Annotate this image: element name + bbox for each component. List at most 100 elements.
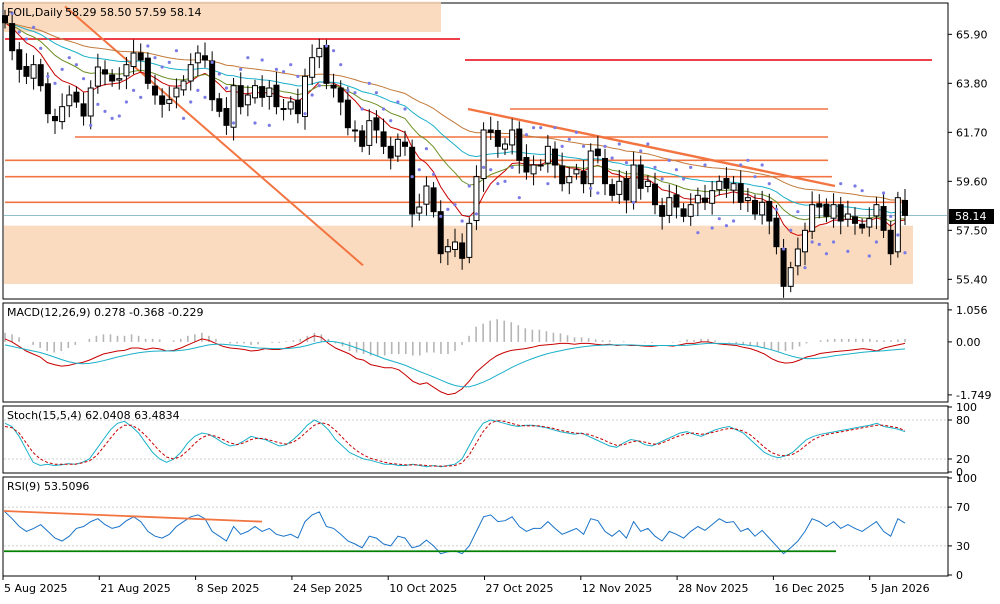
psar-dot xyxy=(903,251,907,255)
candle xyxy=(166,99,173,104)
candle xyxy=(730,183,737,191)
y-tick-label: 61.70 xyxy=(956,126,988,139)
psar-dot xyxy=(360,107,364,111)
candle xyxy=(480,129,487,180)
psar-dot xyxy=(74,63,79,67)
psar-dot xyxy=(339,63,343,67)
psar-dot xyxy=(374,91,379,95)
psar-dot xyxy=(89,123,93,127)
candle xyxy=(530,164,537,175)
candle xyxy=(237,85,244,108)
psar-dot xyxy=(417,168,421,172)
psar-dot xyxy=(481,165,486,169)
psar-dot xyxy=(817,242,821,246)
candle xyxy=(302,75,308,117)
stoch-line xyxy=(4,419,906,468)
rsi-panel-frame xyxy=(2,476,949,577)
psar-dot xyxy=(367,81,371,85)
psar-dot xyxy=(846,249,850,253)
candle xyxy=(509,129,516,146)
psar-dot xyxy=(381,107,386,111)
candle xyxy=(516,128,523,161)
psar-dot xyxy=(539,126,543,130)
candle xyxy=(102,69,108,75)
psar-dot xyxy=(46,74,50,78)
candle xyxy=(416,206,423,214)
psar-dot xyxy=(296,74,300,78)
candle xyxy=(352,129,358,132)
x-tick-label: 12 Nov 2025 xyxy=(582,582,652,595)
candle xyxy=(402,141,408,147)
psar-dot xyxy=(10,11,14,15)
macd-line xyxy=(4,340,906,388)
y-tick-label: 59.60 xyxy=(956,175,988,188)
psar-dot xyxy=(710,226,714,230)
candle xyxy=(880,206,887,231)
psar-dot xyxy=(153,56,157,60)
psar-dot xyxy=(431,172,436,176)
candle xyxy=(659,205,666,217)
psar-dot xyxy=(239,67,243,71)
psar-dot xyxy=(96,102,100,106)
psar-dot xyxy=(189,100,193,104)
candle xyxy=(873,204,880,217)
candle xyxy=(159,95,166,105)
psar-dot xyxy=(624,161,629,165)
y-tick-label: 0 xyxy=(956,569,963,582)
psar-dot xyxy=(439,214,443,218)
candle xyxy=(194,52,201,64)
y-tick-label: 70 xyxy=(956,501,970,514)
candle xyxy=(216,98,223,112)
candle xyxy=(259,86,266,98)
psar-dot xyxy=(574,130,579,134)
psar-dot xyxy=(824,252,829,256)
x-tick-label: 21 Aug 2025 xyxy=(100,582,170,595)
psar-dot xyxy=(774,207,779,211)
psar-dot xyxy=(267,123,271,127)
candle xyxy=(244,94,251,106)
y-tick-label: -1.749 xyxy=(956,389,991,402)
candle xyxy=(116,78,123,81)
candle xyxy=(230,85,237,128)
psar-dot xyxy=(674,168,679,172)
psar-dot xyxy=(796,210,800,214)
psar-dot xyxy=(460,219,464,223)
candle xyxy=(637,164,644,189)
psar-dot xyxy=(403,107,407,111)
y-tick-label: 0.00 xyxy=(956,336,981,349)
candle xyxy=(94,66,101,87)
psar-dot xyxy=(803,266,807,270)
candle xyxy=(537,164,544,167)
psar-dot xyxy=(789,228,793,232)
candle xyxy=(680,208,687,217)
candle xyxy=(80,103,87,117)
candle xyxy=(316,47,323,58)
candle xyxy=(9,23,16,52)
y-tick-label: 1.056 xyxy=(956,304,988,317)
candle xyxy=(616,180,623,195)
price-panel: 65.90 63.80 61.70 59.60 57.50 55.40 xyxy=(2,1,988,298)
candle xyxy=(87,87,94,117)
psar-dot xyxy=(124,100,129,104)
moving-average-line xyxy=(4,22,906,201)
y-tick-label: 20 xyxy=(956,453,970,466)
candle xyxy=(30,64,37,79)
candle xyxy=(466,222,473,258)
psar-dot xyxy=(681,177,686,181)
candle xyxy=(830,204,837,219)
psar-dot xyxy=(717,217,721,221)
candle xyxy=(144,57,151,84)
psar-dot xyxy=(31,25,36,29)
candle xyxy=(752,199,758,215)
candle xyxy=(37,64,44,87)
candle xyxy=(859,223,866,229)
psar-dot xyxy=(117,114,121,118)
psar-dot xyxy=(53,81,57,85)
y-tick-label: 30 xyxy=(956,540,970,553)
psar-dot xyxy=(246,56,250,60)
psar-dot xyxy=(396,100,400,104)
candle xyxy=(252,85,258,99)
candle xyxy=(452,241,458,250)
